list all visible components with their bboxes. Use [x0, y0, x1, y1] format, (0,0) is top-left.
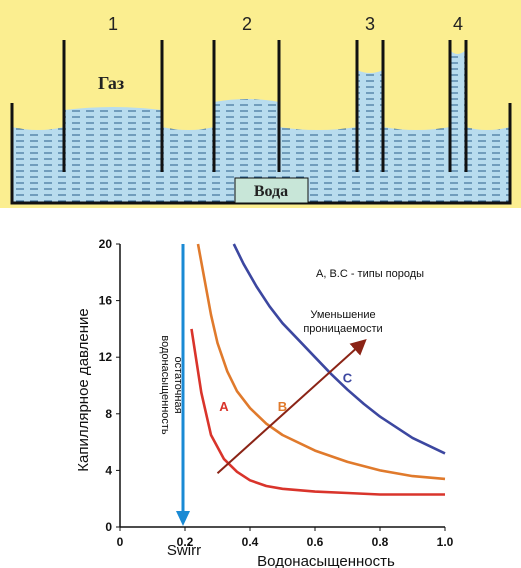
overlay-arrows — [176, 244, 367, 526]
x-tick-label: 0.4 — [242, 535, 259, 549]
capillary-pressure-chart: 0 0.2 0.4 0.6 0.8 1.0 0 4 8 12 16 20 Водонасыщеннос… — [75, 237, 454, 568]
x-axis-title: Водонасыщенность — [257, 553, 395, 568]
curve-label-c: C — [343, 371, 353, 386]
y-tick-label: 4 — [105, 463, 112, 477]
y-tick-label: 20 — [99, 237, 113, 251]
y-tick-label: 8 — [105, 407, 112, 421]
water-body — [12, 50, 510, 203]
gas-label: Газ — [98, 73, 124, 93]
tube-label-2: 2 — [242, 14, 252, 34]
capillary-tubes-diagram: 1 2 3 4 Газ Вода — [0, 0, 521, 208]
curve-label-a: A — [219, 399, 229, 414]
permeability-arrow — [216, 338, 367, 474]
legend-text: A, B.C - типы породы — [316, 268, 424, 280]
arrow-label-line-2: проницаемости — [303, 323, 382, 335]
x-tick-label: 0.2 — [177, 535, 194, 549]
y-tick-label: 16 — [99, 294, 113, 308]
water-label-box — [234, 177, 309, 204]
water-label: Вода — [254, 183, 288, 200]
tube-4 — [448, 40, 468, 172]
curve-c — [232, 243, 446, 455]
curve-a — [190, 328, 445, 496]
y-tick-label: 0 — [105, 520, 112, 534]
tube-1 — [62, 40, 164, 172]
swirr-axis-label-line-2: остаточная — [172, 356, 184, 413]
tube-label-4: 4 — [453, 14, 463, 34]
axis-ticks: 0 0.2 0.4 0.6 0.8 1.0 0 4 8 12 16 20 — [99, 237, 454, 549]
x-tick-label: 0 — [117, 535, 124, 549]
swirr-axis-label-line-1: водонасыщенность — [159, 335, 171, 435]
arrow-label-line-1: Уменьшение — [310, 309, 375, 321]
x-tick-label: 0.6 — [307, 535, 324, 549]
curve-label-b: B — [278, 399, 287, 414]
tube-2 — [212, 40, 281, 172]
swirr-label: Swirr — [167, 542, 201, 559]
swirr-arrowhead — [176, 511, 190, 526]
x-tick-label: 1.0 — [437, 535, 454, 549]
y-axis-title: Капиллярное давление — [75, 308, 92, 472]
tube-label-3: 3 — [365, 14, 375, 34]
y-tick-label: 12 — [99, 350, 113, 364]
curve-b — [196, 243, 446, 481]
tube-label-1: 1 — [108, 14, 118, 34]
x-tick-label: 0.8 — [372, 535, 389, 549]
tube-3 — [355, 40, 385, 172]
curves: A B C — [190, 243, 446, 496]
